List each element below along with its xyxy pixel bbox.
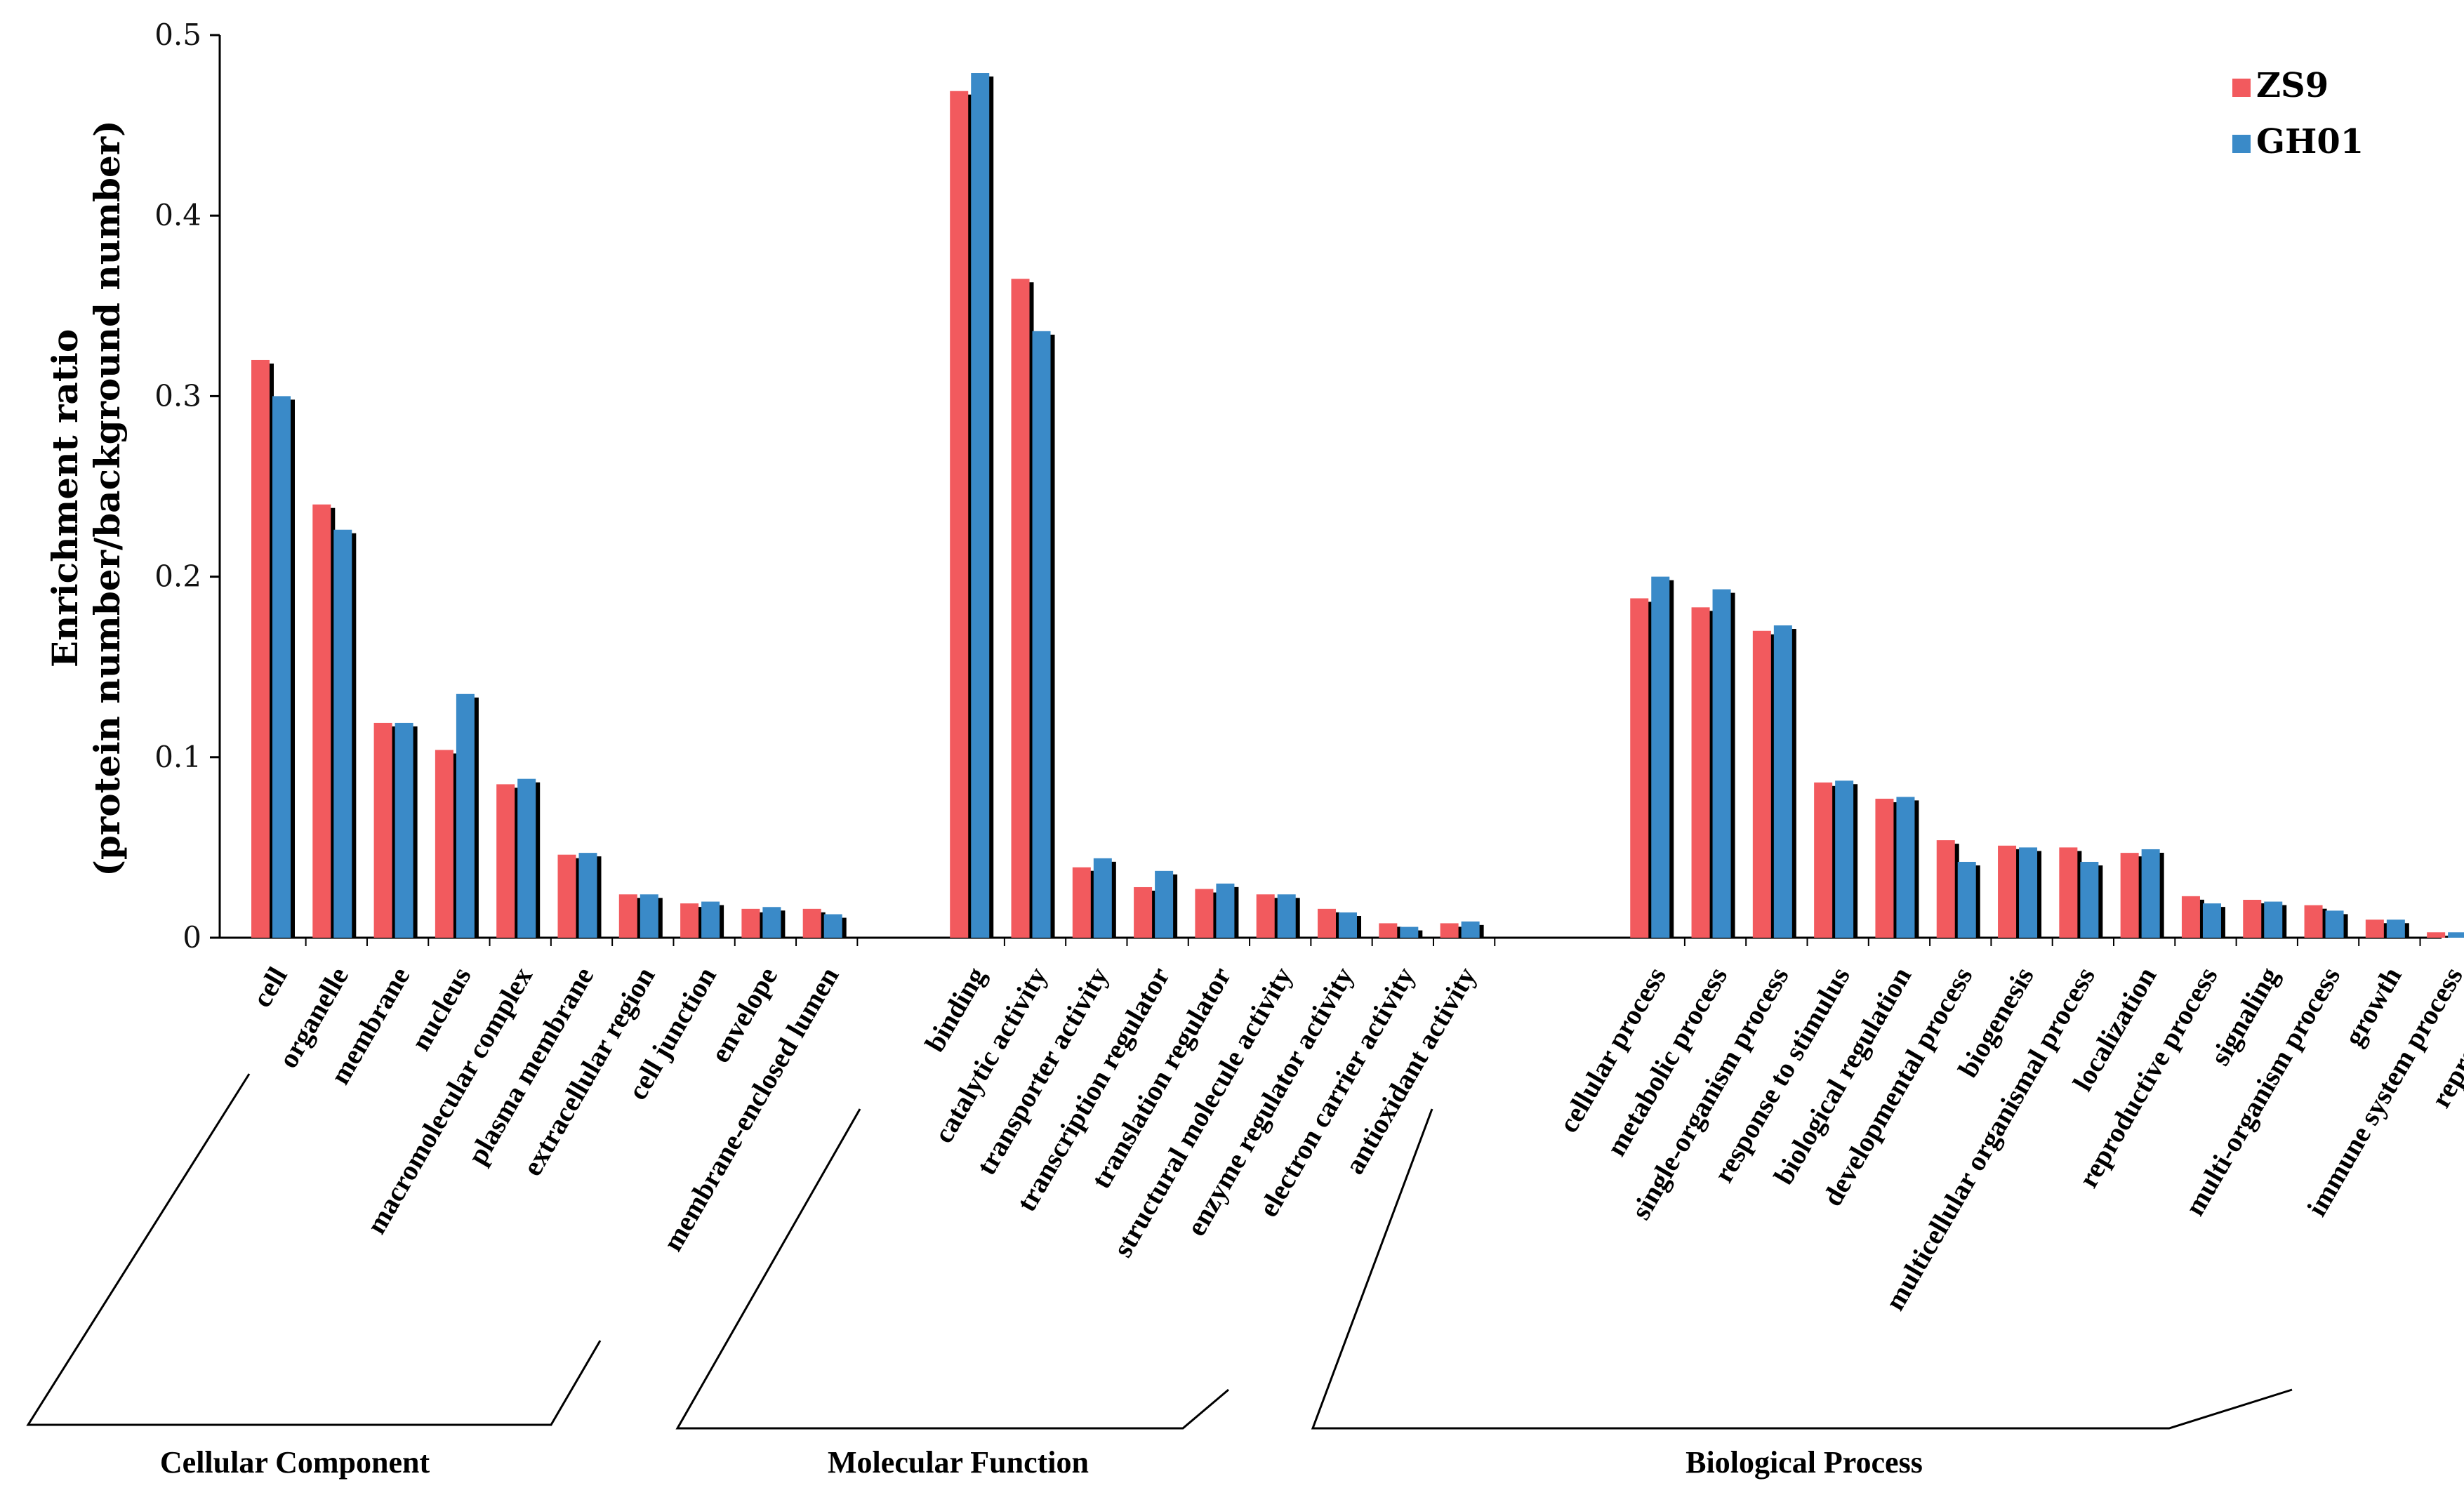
bar-gh01	[1835, 780, 1854, 938]
bar-zs9	[1195, 889, 1214, 938]
y-tick-label: 0.4	[154, 198, 201, 232]
y-tick-label: 0.5	[154, 18, 201, 52]
bars	[251, 73, 2464, 938]
y-tick-label: 0.1	[154, 740, 201, 774]
bar-gh01	[2019, 847, 2038, 938]
bar-gh01	[1773, 625, 1792, 938]
bar-gh01	[1461, 921, 1480, 938]
bar-zs9	[2243, 899, 2262, 938]
bar-zs9	[373, 722, 392, 938]
y-axis-label-line1: Enrichment ratio	[44, 329, 86, 667]
legend-label: GH01	[2256, 122, 2364, 161]
group-label: Biological Process	[1685, 1445, 1923, 1480]
bar-zs9	[1256, 894, 1275, 938]
bar-zs9	[1072, 867, 1091, 938]
bar-gh01	[1651, 576, 1670, 938]
bar-gh01	[2202, 903, 2221, 938]
y-tick-label: 0	[183, 920, 201, 955]
bar-gh01	[2264, 901, 2283, 938]
bar-zs9	[950, 91, 969, 938]
bar-zs9	[802, 908, 821, 938]
bar-zs9	[680, 903, 699, 938]
y-tick-label: 0.2	[154, 559, 201, 594]
bar-gh01	[2386, 919, 2405, 938]
bar-zs9	[1440, 923, 1459, 938]
bar-zs9	[1691, 607, 1710, 938]
bar-gh01	[456, 693, 475, 938]
bar-gh01	[1400, 926, 1419, 938]
bar-gh01	[1957, 861, 1976, 938]
group-bracket	[26, 1073, 602, 1426]
bar-gh01	[971, 73, 990, 938]
bar-zs9	[312, 504, 331, 938]
bar-gh01	[2448, 932, 2464, 938]
legend-label: ZS9	[2256, 66, 2329, 105]
group-brackets: Cellular Component Molecular Function Biol…	[26, 1073, 2293, 1480]
bar-gh01	[1155, 870, 1174, 938]
bar-zs9	[2365, 919, 2384, 938]
bar-gh01	[640, 894, 658, 938]
bar-gh01	[1216, 883, 1235, 938]
bar-gh01	[1339, 912, 1358, 938]
bar-zs9	[1379, 923, 1398, 938]
bar-zs9	[251, 359, 270, 938]
bar-gh01	[1032, 331, 1051, 938]
bar-gh01	[333, 529, 352, 938]
bar-zs9	[741, 908, 760, 938]
bar-zs9	[1875, 798, 1894, 938]
bar-gh01	[1277, 894, 1296, 938]
bar-gh01	[2325, 910, 2344, 938]
bar-gh01	[272, 396, 291, 938]
bar-gh01	[1896, 797, 1915, 938]
x-category-label: cell	[246, 962, 293, 1012]
bar-zs9	[496, 784, 515, 938]
bar-gh01	[1093, 858, 1112, 938]
bar-zs9	[1752, 630, 1771, 938]
y-tick-label: 0.3	[154, 378, 201, 413]
bar-zs9	[1134, 886, 1153, 938]
bar-zs9	[1814, 782, 1833, 938]
bar-zs9	[2427, 932, 2446, 938]
bar-zs9	[2120, 853, 2139, 938]
bar-zs9	[1318, 908, 1337, 938]
bar-gh01	[823, 914, 842, 938]
bar-gh01	[2080, 861, 2099, 938]
bar-zs9	[435, 750, 453, 938]
bar-zs9	[2059, 847, 2078, 938]
group-label: Molecular Function	[828, 1445, 1089, 1480]
legend-swatch	[2232, 135, 2251, 153]
group-bracket	[675, 1108, 1229, 1430]
bar-gh01	[701, 901, 720, 938]
legend: ZS9 GH01	[2232, 66, 2364, 161]
bar-gh01	[2141, 849, 2160, 938]
bar-gh01	[762, 907, 781, 938]
group-bracket	[1311, 1108, 2293, 1430]
legend-swatch	[2232, 79, 2251, 97]
category-labels: cellorganellemembranenucleusmacromolecul…	[246, 962, 2464, 1315]
bar-zs9	[1011, 279, 1030, 938]
bar-gh01	[395, 722, 413, 938]
bar-zs9	[618, 894, 637, 938]
bar-zs9	[2304, 905, 2323, 938]
bar-gh01	[517, 778, 536, 938]
bar-zs9	[557, 854, 576, 938]
bar-zs9	[1630, 598, 1649, 938]
bar-gh01	[1712, 589, 1731, 938]
bar-zs9	[2181, 896, 2200, 938]
bar-zs9	[1936, 840, 1955, 938]
bar-zs9	[1998, 845, 2017, 938]
bar-gh01	[578, 853, 597, 938]
y-axis-label-line2: (protein number/background number)	[86, 120, 128, 877]
group-label: Cellular Component	[160, 1445, 430, 1480]
